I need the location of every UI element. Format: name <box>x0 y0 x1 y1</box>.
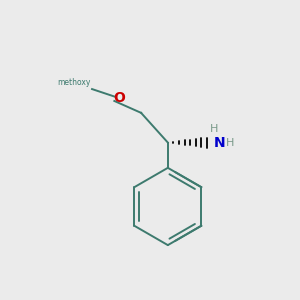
Text: H: H <box>226 138 234 148</box>
Text: O: O <box>113 91 125 105</box>
Text: H: H <box>210 124 218 134</box>
Text: N: N <box>214 136 226 150</box>
Text: methoxy: methoxy <box>57 78 91 87</box>
